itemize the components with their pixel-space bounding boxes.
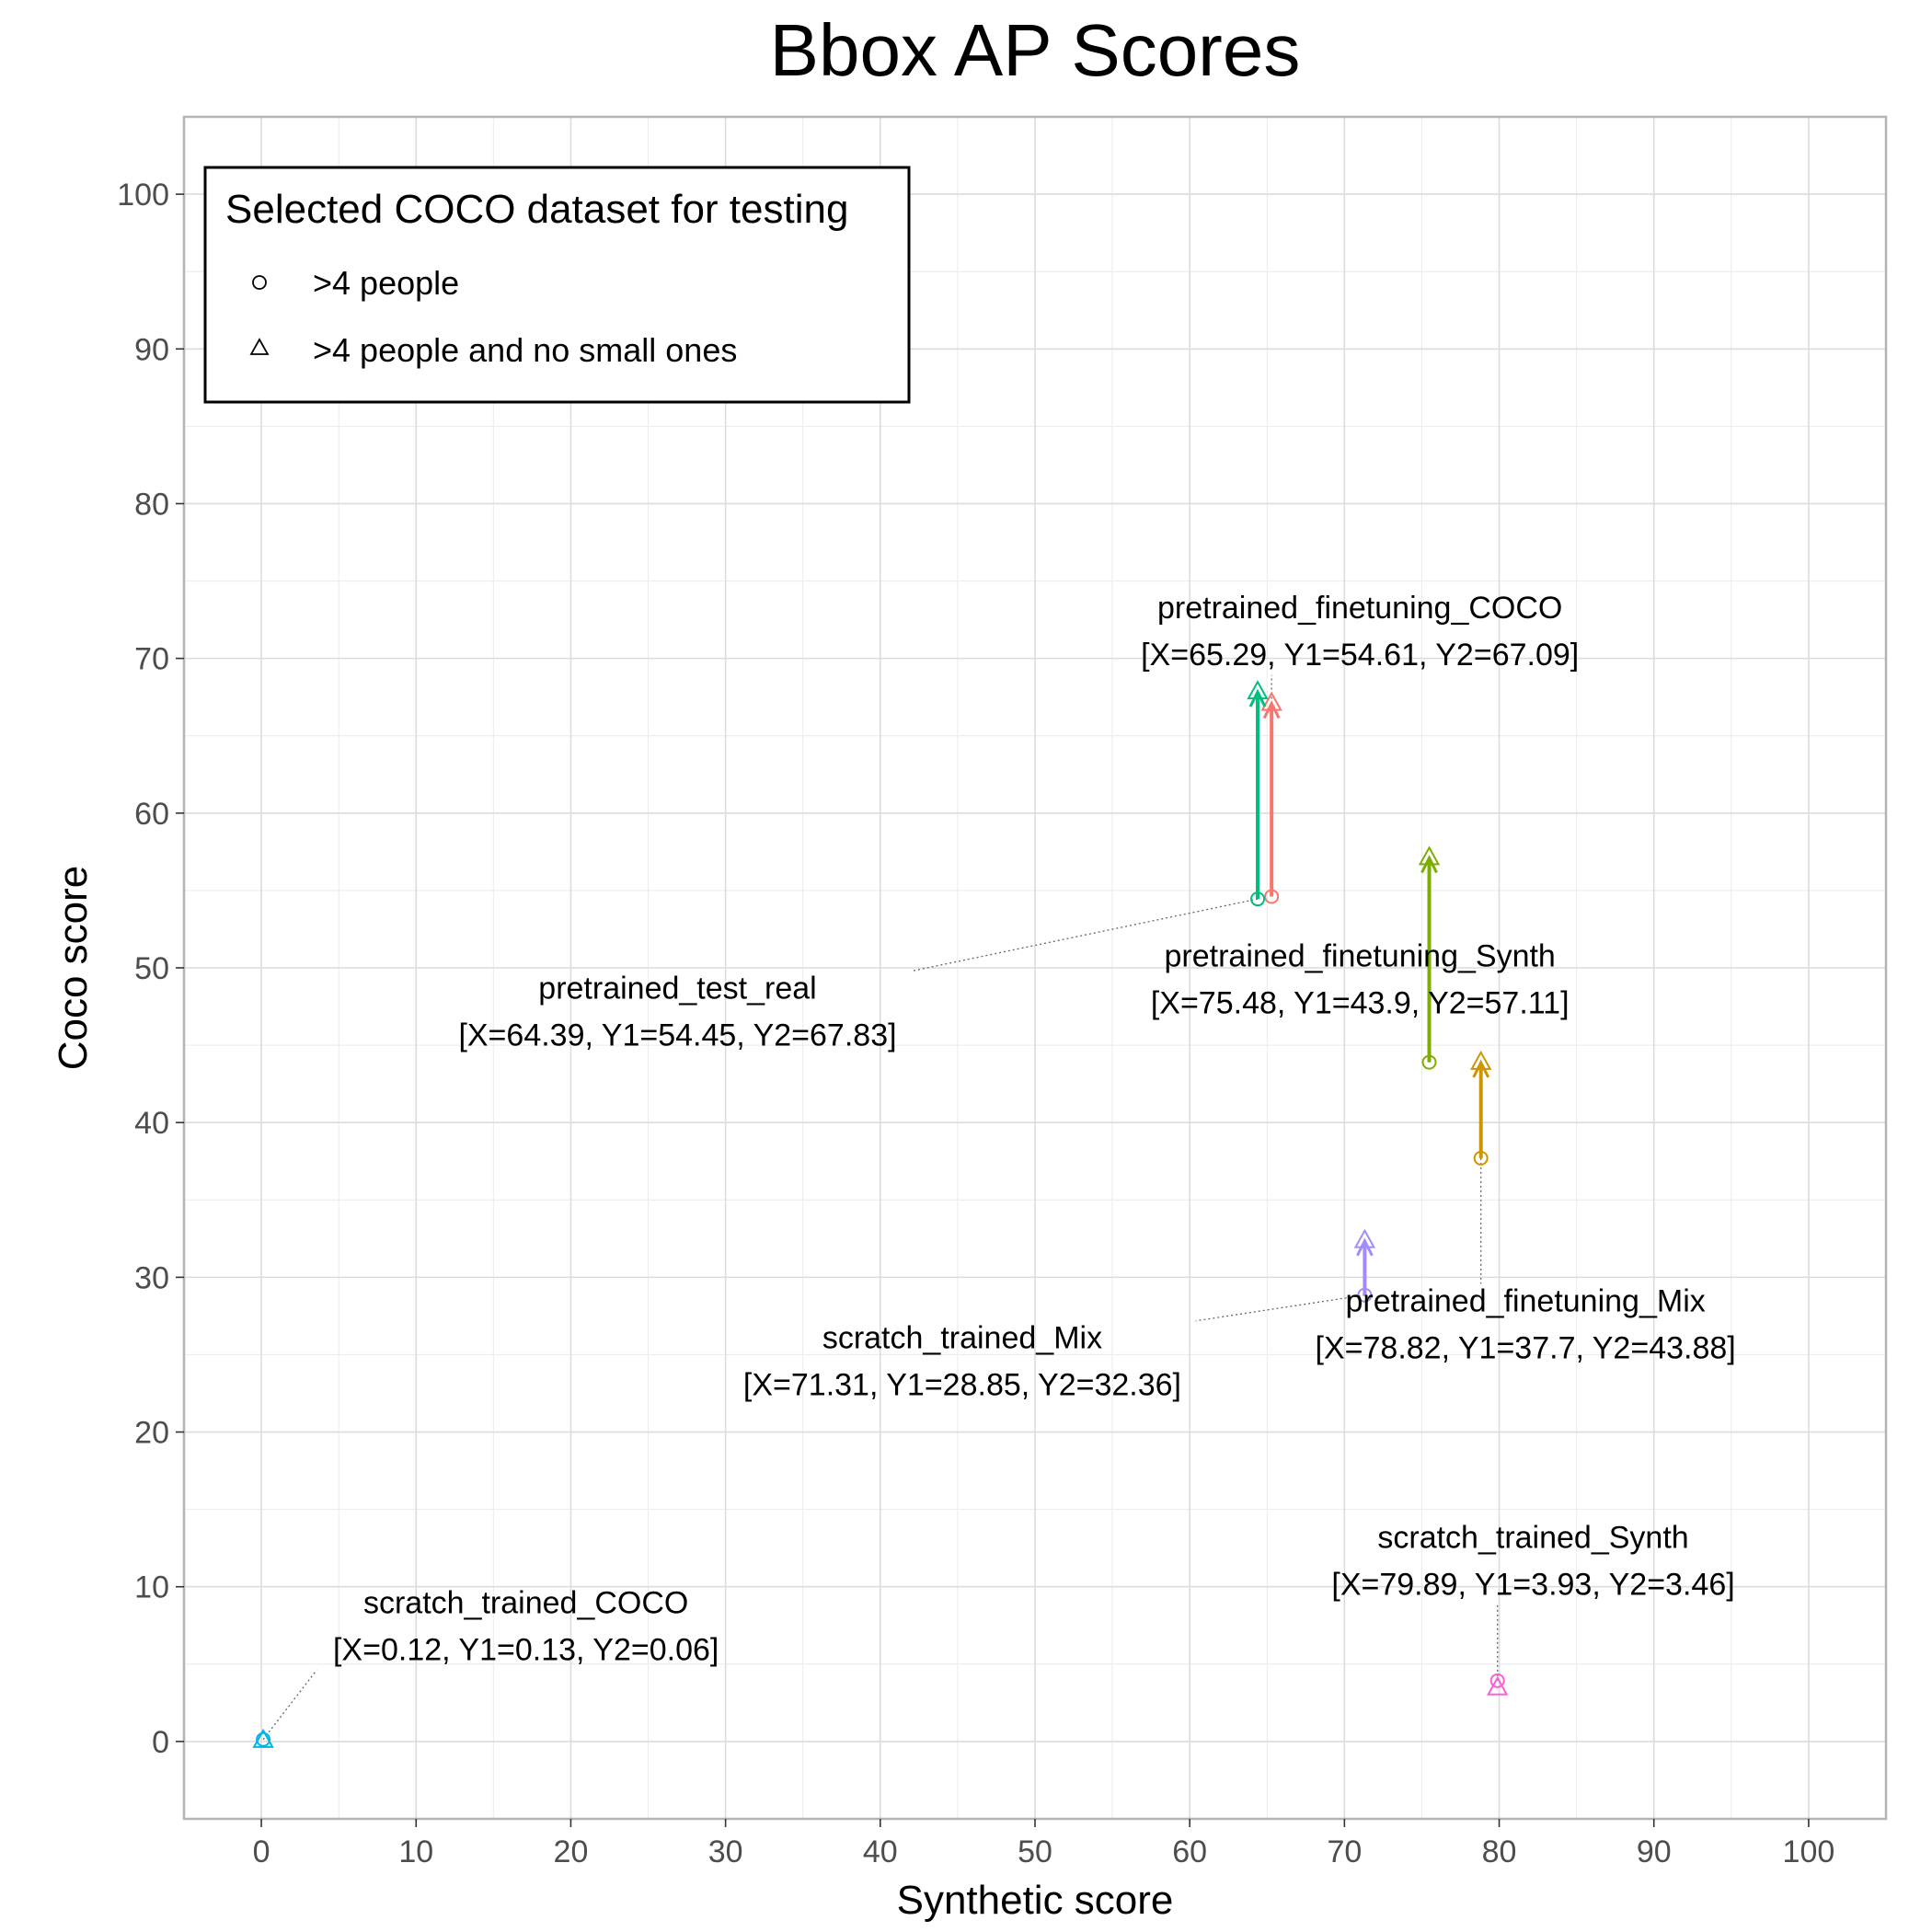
x-tick-label: 30 [708,1834,743,1869]
leader-line [911,898,1259,972]
x-tick-label: 100 [1783,1834,1835,1869]
x-tick-label: 10 [398,1834,433,1869]
annotation-values: [X=65.29, Y1=54.61, Y2=67.09] [1141,638,1579,673]
legend-label-circle: >4 people [313,264,459,302]
point-triangle [1470,1050,1492,1070]
x-tick-label: 80 [1482,1834,1517,1869]
point-circle [1250,891,1266,907]
x-tick-label: 0 [253,1834,270,1869]
annotation-values: [X=0.12, Y1=0.13, Y2=0.06] [333,1632,719,1667]
annotation-name: scratch_trained_Synth [1377,1521,1688,1556]
annotation-values: [X=64.39, Y1=54.45, Y2=67.83] [458,1018,896,1053]
point-annotations: pretrained_finetuning_COCO [X=65.29, Y1=5… [333,591,1736,1667]
arrow-head [1262,700,1281,719]
point-circle [1421,1054,1437,1070]
arrow-head [1472,1059,1490,1078]
y-tick-label: 60 [134,797,169,832]
y-tick-label: 70 [134,642,169,677]
point-triangle [1353,1228,1376,1248]
annotation-values: [X=78.82, Y1=37.7, Y2=43.88] [1316,1330,1736,1365]
y-tick-label: 0 [152,1725,169,1760]
legend-title: Selected COCO dataset for testing [225,187,848,232]
y-tick-label: 90 [134,332,169,367]
y-tick-label: 10 [134,1570,169,1605]
annotation-name: pretrained_finetuning_Synth [1165,938,1556,973]
legend: Selected COCO dataset for testing >4 peo… [203,166,911,404]
annotation-name: pretrained_test_real [538,972,816,1006]
legend-circle-icon [252,275,267,290]
x-tick-label: 90 [1637,1834,1672,1869]
annotation-name: pretrained_finetuning_COCO [1157,591,1562,626]
leader-line [1195,1294,1365,1322]
legend-box [203,166,911,404]
y-tick-label: 30 [134,1260,169,1295]
annotation-name: pretrained_finetuning_Mix [1346,1283,1706,1318]
chart-title: Bbox AP Scores [770,9,1301,91]
point-triangle [252,1728,274,1748]
point-circle [1489,1673,1505,1688]
legend-label-triangle: >4 people and no small ones [313,331,737,369]
y-tick-label: 50 [134,951,169,986]
y-tick-label: 80 [134,487,169,522]
legend-triangle-icon [249,338,270,355]
y-tick-label: 20 [134,1416,169,1451]
arrow-head [1420,855,1438,874]
x-tick-label: 60 [1172,1834,1207,1869]
arrow-head [1356,1237,1374,1257]
x-tick-label: 50 [1018,1834,1052,1869]
y-tick-label: 40 [134,1106,169,1141]
point-triangle [1487,1675,1509,1696]
x-tick-label: 40 [863,1834,898,1869]
arrow-head [1248,688,1267,707]
point-triangle [1260,691,1282,711]
point-triangle [1247,680,1269,700]
x-tick-label: 20 [554,1834,589,1869]
data-marks [252,680,1509,1748]
point-circle [256,1731,271,1747]
grid [184,117,1886,1819]
annotation-values: [X=71.31, Y1=28.85, Y2=32.36] [743,1368,1181,1403]
y-axis-title: Coco score [51,866,96,1071]
y-tick-label: 100 [117,178,169,213]
annotation-values: [X=79.89, Y1=3.93, Y2=3.46] [1331,1568,1734,1603]
point-circle [1264,889,1280,904]
leader-line [262,1669,317,1741]
axes: 0 10 20 30 40 50 60 70 80 90 100 0 10 20 30 40 50 60 70 80 9… [117,178,1834,1869]
annotation-name: scratch_trained_COCO [363,1585,688,1620]
x-axis-title: Synthetic score [897,1878,1174,1923]
point-circle [1357,1287,1373,1303]
annotation-values: [X=75.48, Y1=43.9, Y2=57.11] [1151,985,1570,1020]
annotation-name: scratch_trained_Mix [822,1321,1102,1356]
point-circle [1473,1150,1489,1166]
point-triangle [1418,845,1441,866]
x-tick-label: 70 [1327,1834,1362,1869]
